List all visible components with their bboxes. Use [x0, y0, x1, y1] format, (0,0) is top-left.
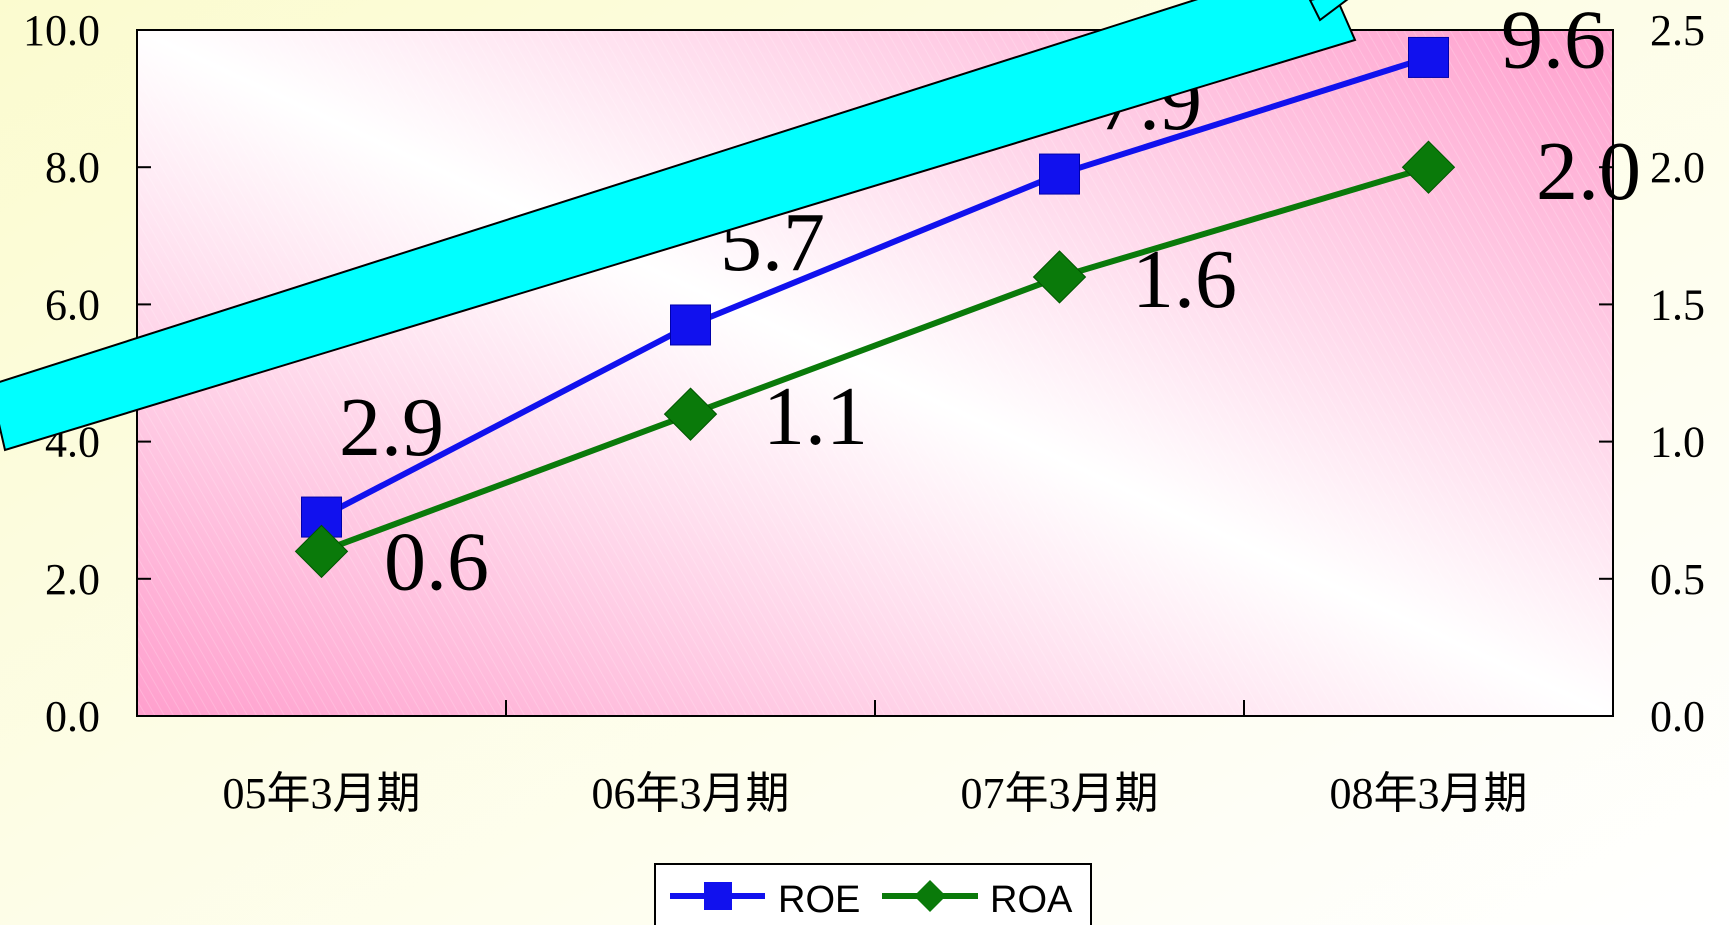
legend-item-roe: ROE: [670, 879, 860, 921]
right-axis-tick-label: 1.0: [1650, 418, 1705, 467]
arrow-body: [0, 0, 1357, 452]
data-label-roa: 1.6: [1132, 233, 1237, 326]
legend: ROE ROA: [654, 863, 1092, 925]
data-label-roe: 2.9: [339, 381, 444, 474]
x-axis-tick-label: 06年3月期: [592, 769, 790, 818]
series-line-roe: [320, 54, 1430, 520]
right-axis-tick-label: 1.5: [1650, 280, 1705, 329]
left-axis-tick-label: 0.0: [45, 692, 100, 741]
x-axis-tick-label: 08年3月期: [1330, 769, 1528, 818]
x-axis-tick-label: 05年3月期: [223, 769, 421, 818]
left-axis-tick-label: 2.0: [45, 555, 100, 604]
left-axis-tick-label: 10.0: [23, 6, 100, 55]
right-axis-tick-label: 2.0: [1650, 143, 1705, 192]
left-axis-tick-label: 8.0: [45, 143, 100, 192]
left-axis-tick-label: 6.0: [45, 280, 100, 329]
right-axis-tick-label: 0.0: [1650, 692, 1705, 741]
up-arrow-annotation: [0, 0, 1357, 452]
series-line-roa: [320, 164, 1430, 555]
legend-label-roa: ROA: [990, 879, 1073, 921]
x-axis-tick-label: 07年3月期: [961, 769, 1159, 818]
legend-square-marker: [704, 882, 732, 910]
legend-label-roe: ROE: [778, 879, 860, 921]
right-axis-tick-label: 2.5: [1650, 6, 1705, 55]
data-point-roe: [1039, 153, 1080, 195]
data-label-roa: 0.6: [384, 515, 489, 608]
data-point-roa: [663, 387, 718, 441]
data-point-roe: [1408, 36, 1449, 78]
series-layer: [294, 36, 1456, 579]
arrow-head-edge: [1308, 0, 1349, 22]
data-label-roa: 2.0: [1536, 125, 1641, 218]
legend-item-roa: ROA: [882, 879, 1073, 921]
data-point-roa: [294, 524, 349, 579]
data-point-roe: [670, 304, 711, 346]
data-point-roa: [1401, 140, 1456, 194]
data-label-roe: 9.6: [1501, 0, 1606, 86]
legend-diamond-marker: [914, 880, 946, 912]
data-point-roa: [1032, 250, 1087, 304]
right-axis-tick-label: 0.5: [1650, 555, 1705, 604]
axes: 0.02.04.06.08.010.00.00.51.01.52.02.505年…: [23, 6, 1705, 818]
data-label-roa: 1.1: [763, 370, 868, 463]
